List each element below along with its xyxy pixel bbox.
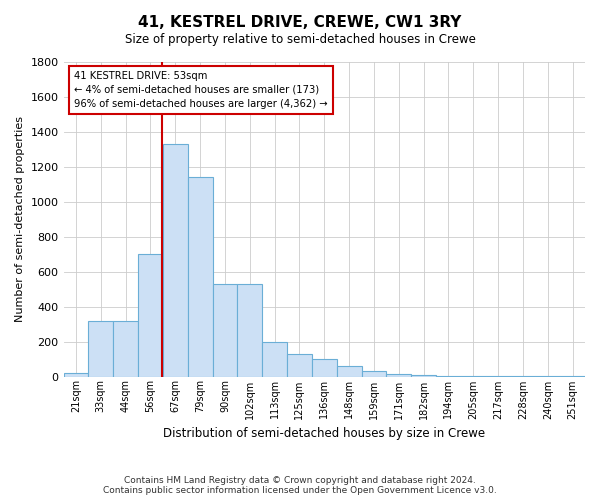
Bar: [163, 144, 188, 376]
Bar: [88, 322, 113, 376]
Bar: [411, 375, 436, 376]
X-axis label: Distribution of semi-detached houses by size in Crewe: Distribution of semi-detached houses by …: [163, 427, 485, 440]
Text: 41, KESTREL DRIVE, CREWE, CW1 3RY: 41, KESTREL DRIVE, CREWE, CW1 3RY: [139, 15, 461, 30]
Bar: [362, 372, 386, 376]
Bar: [262, 342, 287, 376]
Text: Size of property relative to semi-detached houses in Crewe: Size of property relative to semi-detach…: [125, 32, 475, 46]
Bar: [212, 284, 238, 376]
Bar: [386, 374, 411, 376]
Bar: [312, 359, 337, 376]
Text: 41 KESTREL DRIVE: 53sqm
← 4% of semi-detached houses are smaller (173)
96% of se: 41 KESTREL DRIVE: 53sqm ← 4% of semi-det…: [74, 71, 328, 109]
Bar: [64, 374, 88, 376]
Bar: [287, 354, 312, 376]
Bar: [188, 177, 212, 376]
Bar: [337, 366, 362, 376]
Bar: [238, 284, 262, 376]
Text: Contains HM Land Registry data © Crown copyright and database right 2024.
Contai: Contains HM Land Registry data © Crown c…: [103, 476, 497, 495]
Bar: [138, 254, 163, 376]
Bar: [113, 322, 138, 376]
Y-axis label: Number of semi-detached properties: Number of semi-detached properties: [15, 116, 25, 322]
